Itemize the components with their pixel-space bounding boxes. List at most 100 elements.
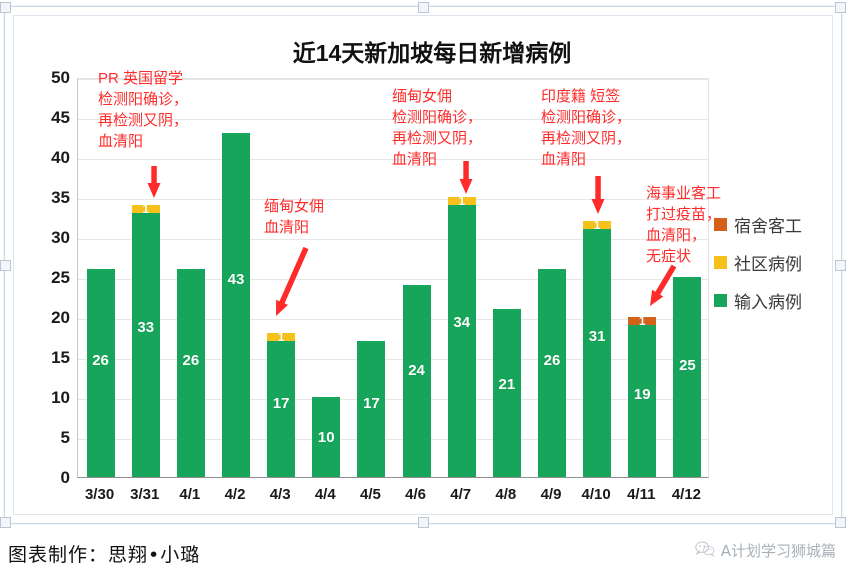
resize-handle-bottom-right[interactable] [835,517,846,528]
bar-segment[interactable]: 1 [583,218,612,232]
gridline [78,79,708,80]
gridline [78,399,708,400]
x-axis-tick-label: 4/4 [314,486,336,503]
x-axis-tick-label: 4/1 [179,486,201,503]
footer-credit: 图表制作：思翔•小璐 [8,544,201,566]
y-axis-tick-label: 20 [51,308,70,327]
x-axis-tick-label: 4/2 [224,486,246,503]
bar-segment[interactable]: 26 [176,269,205,477]
gridline [78,319,708,320]
y-axis-tick-label: 30 [51,228,70,247]
bar-segment[interactable]: 24 [402,285,431,477]
gridline [78,199,708,200]
resize-handle-bottom-middle[interactable] [418,517,429,528]
bar-column[interactable]: 43 [222,77,250,477]
bar-value-label: 26 [92,352,109,370]
bar-segment[interactable]: 31 [583,229,612,477]
bar-value-label: 24 [408,361,425,379]
y-axis: 50 45 40 35 30 25 20 15 10 5 0 [14,68,70,487]
bar-column[interactable]: 19 1 [628,77,657,477]
legend-color-swatch [714,218,727,231]
bar-column[interactable]: 25 [673,77,702,477]
bar-value-label: 1 [593,218,601,232]
bar-segment[interactable]: 26 [86,269,115,477]
bar-chart[interactable]: 近14天新加坡每日新增病例 50 45 40 35 30 25 20 15 10 5 0 26 33 1… [14,16,850,532]
x-axis-tick-label: 3/30 [84,486,115,503]
resize-handle-right-middle[interactable] [835,260,846,271]
y-axis-tick-label: 50 [51,68,70,87]
legend-color-swatch [714,294,727,307]
bar-value-label: 10 [317,429,335,446]
bar-segment[interactable]: 17 [357,341,386,477]
bar-value-label: 1 [458,194,466,208]
bar-segment[interactable]: 33 [131,213,160,477]
bar-column[interactable]: 21 [492,77,521,477]
bar-value-label: 34 [453,313,471,331]
bar-value-label: 33 [137,318,155,336]
bar-segment[interactable]: 26 [538,269,566,477]
bar-value-label: 26 [182,352,200,370]
bar-column[interactable]: 17 1 [267,77,296,477]
x-axis-tick-label: 4/7 [450,486,472,503]
bar-segment[interactable]: 1 [447,194,476,208]
x-axis-tick-label: 3/31 [130,486,160,503]
bar-segment[interactable]: 25 [673,277,702,477]
bar-segment[interactable]: 1 [628,314,657,328]
legend-color-swatch [714,256,727,269]
y-axis-tick-label: 40 [51,148,70,167]
gridline [78,159,708,160]
bar-value-label: 1 [277,330,285,344]
bar-segment[interactable]: 10 [312,397,341,477]
legend-item-2[interactable]: 输入病例 [714,288,844,313]
bar-segment[interactable]: 34 [447,205,476,477]
bar-segment[interactable]: 21 [492,309,521,477]
legend-item-1[interactable]: 社区病例 [714,250,844,275]
x-axis-tick-label: 4/11 [627,486,656,503]
gridline [78,279,708,280]
bar-column[interactable]: 26 [538,77,566,477]
gridline [78,119,708,120]
bar-column[interactable]: 17 [357,77,386,477]
bar-segment[interactable]: 1 [131,202,160,217]
y-axis-tick-label: 0 [60,468,70,487]
bar-value-label: 1 [142,202,150,217]
bar-column[interactable]: 10 [312,77,341,477]
resize-handle-top-right[interactable] [835,2,846,13]
legend-label: 宿舍客工 [734,217,802,237]
x-axis: 3/30 3/31 4/1 4/2 4/3 4/4 4/5 4/6 4/7 4/8 4/9 4/10 4… [77,486,709,516]
bar-segment[interactable]: 43 [222,133,250,477]
x-axis-tick-label: 4/5 [359,486,381,503]
resize-handle-left-middle[interactable] [0,260,11,271]
y-axis-tick-label: 25 [51,268,70,287]
chart-legend[interactable]: 宿舍客工社区病例输入病例 [714,212,844,326]
legend-item-0[interactable]: 宿舍客工 [714,212,844,237]
chart-inner-border: 近14天新加坡每日新增病例 50 45 40 35 30 25 20 15 10 5 0 26 33 1… [13,15,833,515]
bar-column[interactable]: 24 [402,77,431,477]
chart-title: 近14天新加坡每日新增病例 [292,40,572,66]
wechat-icon [694,541,715,561]
chart-annotation: 缅甸女佣 血清阳 [264,198,325,236]
resize-handle-top-left[interactable] [0,2,11,13]
bar-column[interactable]: 34 1 [447,77,476,477]
chart-annotation: 印度籍 短签 检测阳确诊， 再检测又阴， 血清阳 [541,88,632,168]
y-axis-tick-label: 15 [51,348,70,367]
chart-object-frame[interactable]: 近14天新加坡每日新增病例 50 45 40 35 30 25 20 15 10 5 0 26 33 1… [0,2,846,528]
bar-column[interactable]: 33 1 [131,77,160,477]
y-axis-tick-label: 10 [51,388,70,407]
watermark-label: A计划学习狮城篇 [720,542,836,560]
y-axis-tick-label: 45 [51,108,70,127]
gridline [78,239,708,240]
plot-area: 26 33 1 26 43 17 1 10 17 24 34 1 21 26 31 1 19 1 25 [77,78,709,478]
chart-annotation: PR 英国留学 检测阳确诊， 再检测又阴， 血清阳 [98,70,189,150]
resize-handle-bottom-left[interactable] [0,517,11,528]
bar-column[interactable]: 26 [86,77,115,477]
bar-value-label: 26 [543,352,561,370]
bar-value-label: 1 [638,314,646,328]
bar-value-label: 21 [498,376,516,394]
bar-column[interactable]: 26 [176,77,205,477]
bar-segment[interactable]: 19 [628,325,657,477]
resize-handle-top-middle[interactable] [418,2,429,13]
bar-column[interactable]: 31 1 [583,77,612,477]
bar-segment[interactable]: 17 [267,341,296,477]
bar-segment[interactable]: 1 [267,330,296,344]
